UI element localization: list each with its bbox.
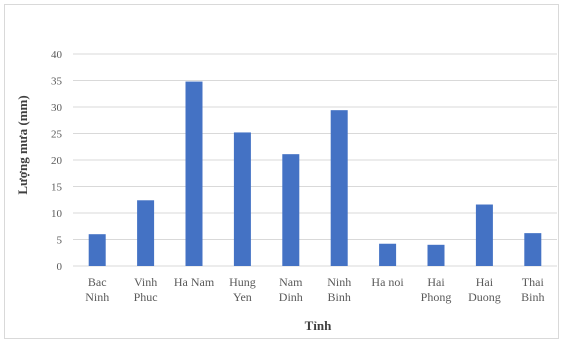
- x-tick-label: Ha Nam: [174, 275, 215, 289]
- bar: [524, 233, 542, 266]
- bar: [88, 234, 106, 266]
- x-axis-title: Tỉnh: [305, 318, 333, 333]
- x-tick-label: Ninh Binh: [327, 275, 351, 304]
- x-tick-label: Nam Dinh: [279, 275, 303, 304]
- x-tick-labels: Bac Ninh Vinh Phuc Ha Nam Hung Yen Nam Dinh Ninh B…: [85, 275, 544, 304]
- y-tick-label: 15: [51, 182, 63, 194]
- x-tick-label: Bac Ninh: [85, 275, 109, 304]
- y-tick-labels: 0 5 10 15 20 25 30 35 40: [51, 49, 63, 273]
- y-tick-label: 35: [51, 76, 63, 88]
- y-tick-label: 20: [51, 155, 63, 167]
- y-tick-label: 5: [57, 235, 63, 247]
- x-tick-label: Hung Yen: [229, 275, 256, 304]
- bar: [427, 244, 445, 266]
- x-tick-label: Hai Duong: [468, 275, 501, 304]
- chart-frame: [4, 4, 559, 339]
- y-axis-title: Lượng mưa (mm): [15, 95, 30, 194]
- y-tick-label: 40: [51, 49, 63, 61]
- bar: [185, 81, 203, 266]
- y-tick-label: 0: [57, 261, 63, 273]
- bars: [88, 81, 542, 267]
- x-tick-label: Ha noi: [371, 275, 404, 289]
- bar: [379, 243, 397, 266]
- bar: [137, 200, 155, 266]
- bar: [330, 110, 348, 267]
- x-tick-label: Thai Binh: [521, 275, 544, 304]
- y-tick-label: 10: [51, 208, 63, 220]
- y-tick-label: 30: [51, 102, 63, 114]
- bar: [282, 154, 300, 266]
- y-tick-label: 25: [51, 129, 63, 141]
- bar: [475, 204, 493, 266]
- x-tick-label: Vinh Phuc: [134, 275, 158, 304]
- x-tick-label: Hai Phong: [421, 275, 452, 304]
- bar: [233, 132, 251, 266]
